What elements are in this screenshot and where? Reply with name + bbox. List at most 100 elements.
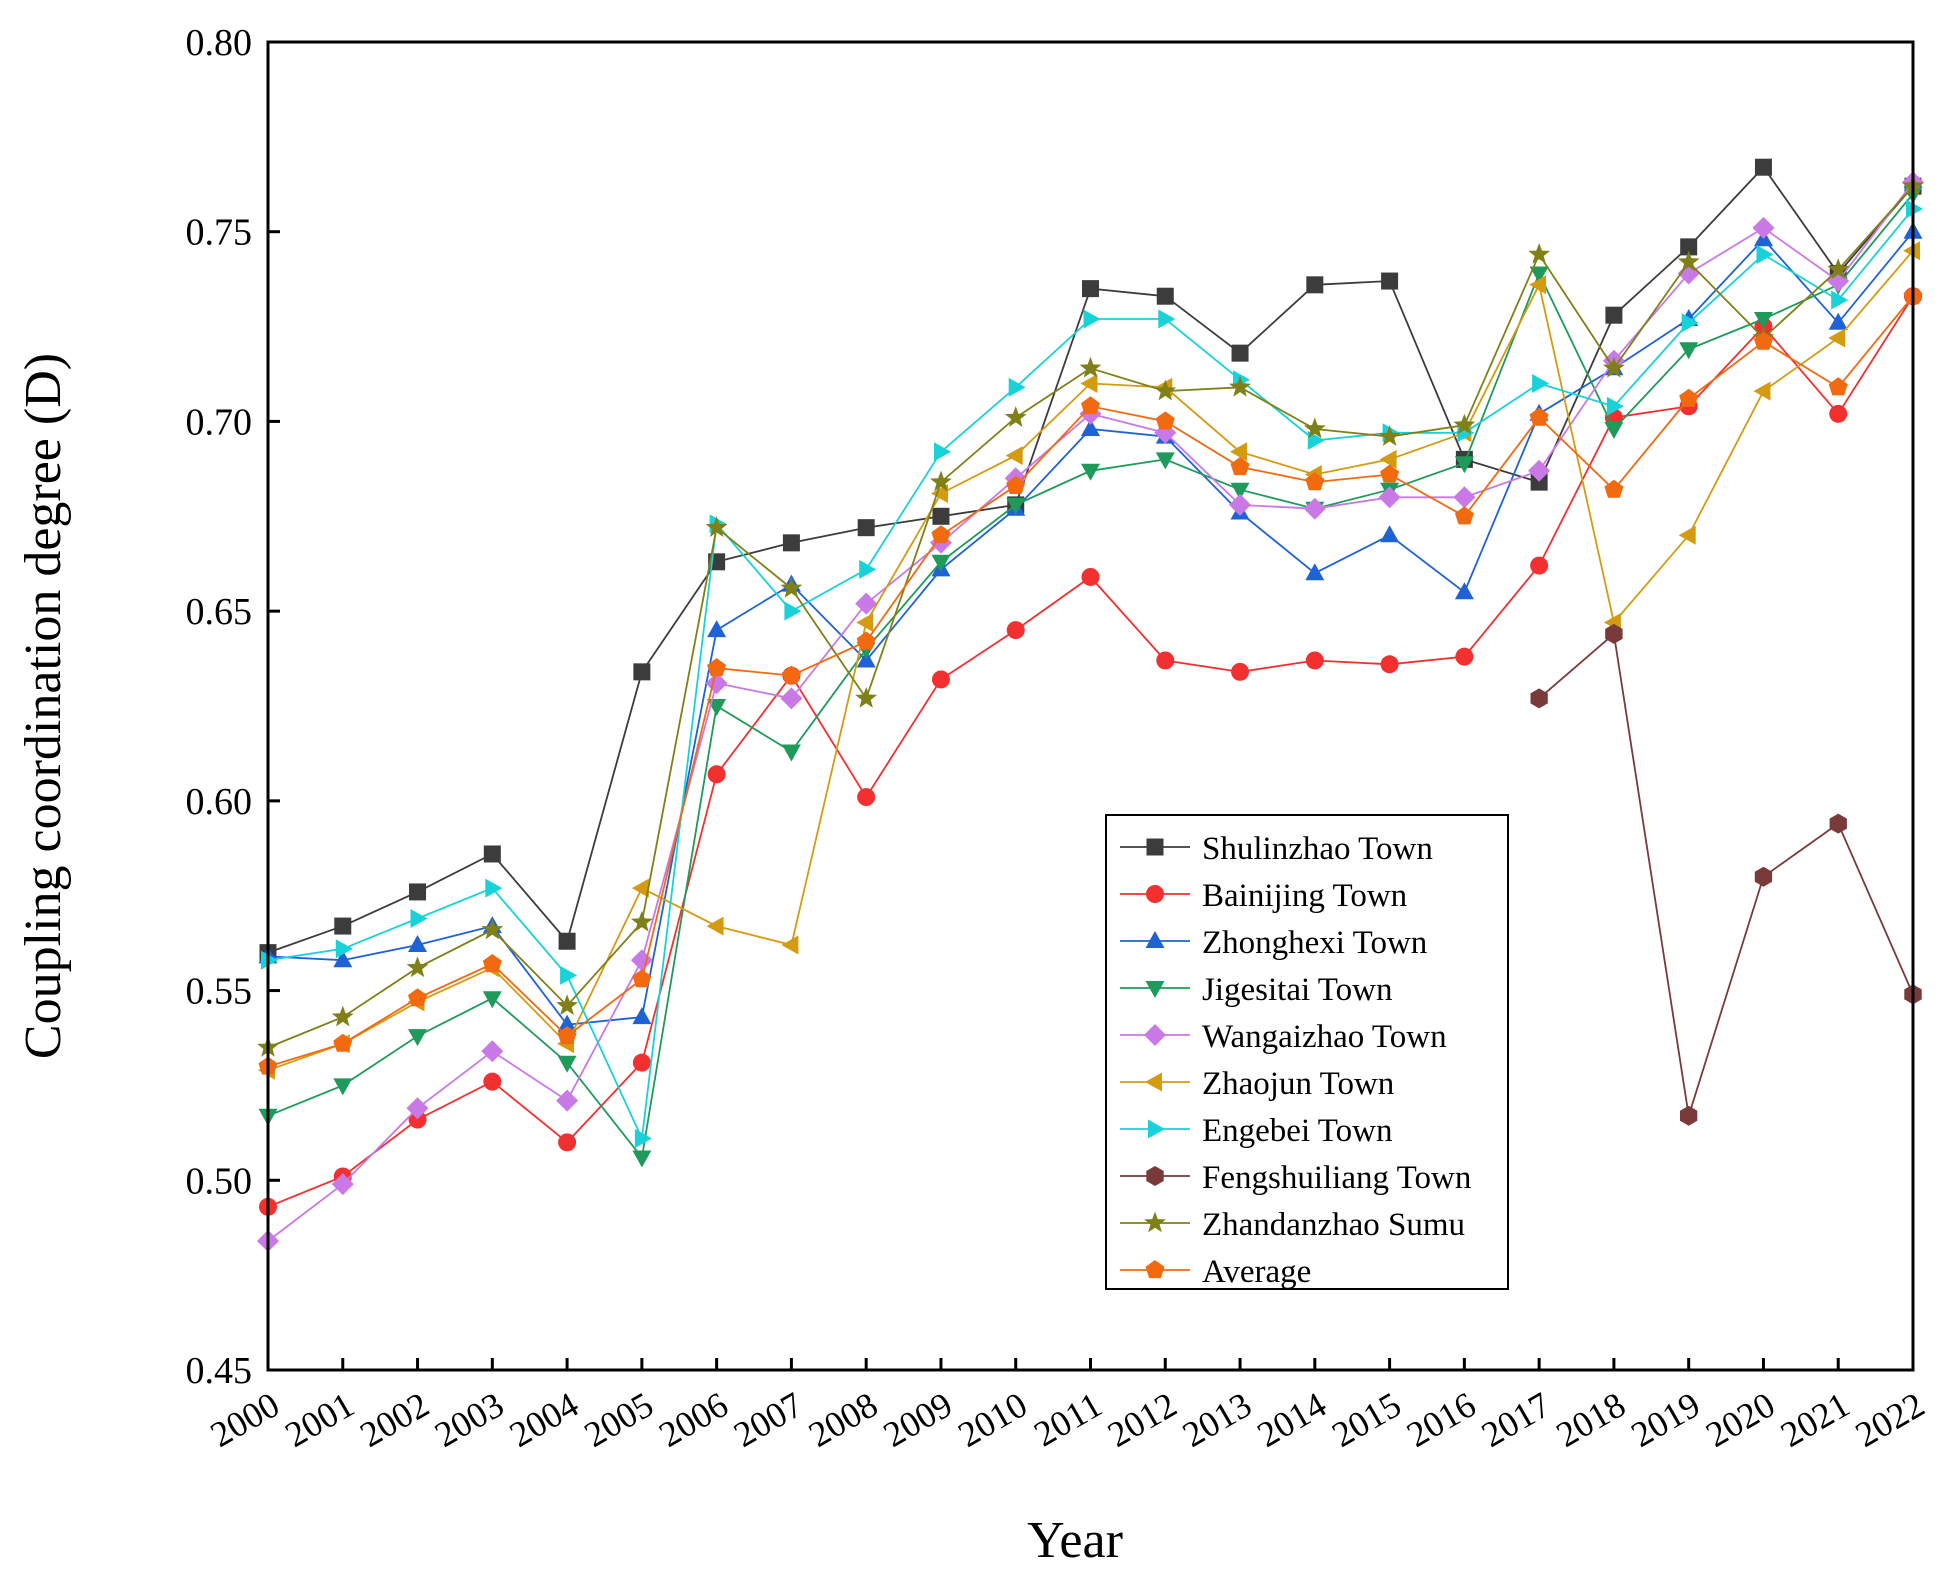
data-point-average bbox=[333, 1033, 353, 1052]
data-point-shulinzhao-town bbox=[1754, 158, 1772, 176]
y-tick-label: 0.55 bbox=[186, 971, 253, 1013]
data-point-jigesitai-town bbox=[1454, 456, 1474, 474]
data-point-engebei-town bbox=[485, 878, 503, 898]
data-point-shulinzhao-town bbox=[1381, 272, 1399, 290]
data-point-bainijing-town bbox=[1530, 556, 1549, 575]
data-point-fengshuiliang-town bbox=[1530, 688, 1548, 709]
data-point-wangaizhao-town bbox=[855, 592, 878, 615]
series-average bbox=[258, 286, 1923, 1075]
data-point-average bbox=[1679, 388, 1699, 407]
data-point-shulinzhao-town bbox=[1680, 238, 1698, 256]
y-tick-label: 0.50 bbox=[186, 1160, 253, 1202]
series-fengshuiliang-town bbox=[1530, 623, 1922, 1126]
data-point-wangaizhao-town bbox=[1303, 497, 1326, 520]
data-point-average bbox=[632, 969, 652, 988]
series-engebei-town bbox=[261, 199, 1923, 1148]
data-point-engebei-town bbox=[1681, 313, 1699, 333]
data-point-jigesitai-town bbox=[931, 554, 951, 572]
data-point-zhaojun-town bbox=[1828, 328, 1846, 348]
series-line-fengshuiliang-town bbox=[1538, 632, 1914, 1117]
data-point-zhandanzhao-sumu bbox=[1378, 425, 1401, 446]
data-point-jigesitai-town bbox=[632, 1150, 652, 1168]
data-point-wangaizhao-town bbox=[406, 1097, 429, 1120]
data-point-average bbox=[557, 1026, 577, 1045]
data-point-shulinzhao-town bbox=[558, 932, 576, 950]
data-point-shulinzhao-town bbox=[1082, 280, 1099, 298]
data-point-wangaizhao-town bbox=[481, 1040, 504, 1063]
data-point-zhandanzhao-sumu bbox=[331, 1005, 354, 1027]
data-point-wangaizhao-town bbox=[1378, 486, 1401, 509]
legend-marker-shulinzhao-town bbox=[1146, 838, 1164, 856]
data-point-shulinzhao-town bbox=[334, 917, 352, 935]
legend-marker-fengshuiliang-town bbox=[1146, 1166, 1164, 1186]
data-point-jigesitai-town bbox=[781, 744, 801, 762]
data-point-shulinzhao-town bbox=[782, 534, 800, 552]
data-point-zhandanzhao-sumu bbox=[1079, 356, 1102, 378]
data-point-engebei-town bbox=[1756, 245, 1774, 264]
data-point-bainijing-town bbox=[931, 670, 950, 689]
data-point-fengshuiliang-town bbox=[1829, 813, 1847, 834]
data-point-average bbox=[482, 954, 502, 973]
y-tick-label: 0.80 bbox=[186, 22, 253, 64]
data-point-engebei-town bbox=[859, 559, 877, 579]
data-point-zhandanzhao-sumu bbox=[855, 686, 878, 708]
legend-label-wangaizhao-town: Wangaizhao Town bbox=[1202, 1019, 1447, 1055]
data-point-zhaojun-town bbox=[1529, 275, 1547, 295]
data-point-bainijing-town bbox=[1380, 655, 1399, 674]
data-point-zhandanzhao-sumu bbox=[930, 470, 952, 492]
data-point-engebei-town bbox=[335, 939, 353, 959]
data-point-engebei-town bbox=[1307, 430, 1325, 450]
data-point-shulinzhao-town bbox=[1306, 276, 1324, 294]
data-point-zhaojun-town bbox=[931, 484, 948, 503]
legend-marker-average bbox=[1145, 1260, 1165, 1279]
data-point-zhandanzhao-sumu bbox=[780, 576, 803, 598]
data-point-jigesitai-town bbox=[1230, 482, 1250, 500]
legend-label-bainijing-town: Bainijing Town bbox=[1202, 878, 1407, 914]
data-point-bainijing-town bbox=[1006, 621, 1025, 640]
data-point-zhonghexi-town bbox=[632, 1007, 652, 1025]
data-point-average bbox=[1753, 331, 1773, 350]
data-point-jigesitai-town bbox=[1754, 312, 1773, 329]
data-point-jigesitai-town bbox=[1529, 266, 1549, 284]
data-point-jigesitai-town bbox=[1081, 463, 1100, 481]
data-point-wangaizhao-town bbox=[1229, 493, 1251, 516]
x-axis-title: Year bbox=[1027, 1512, 1123, 1569]
data-point-shulinzhao-town bbox=[483, 845, 501, 863]
y-tick-label: 0.65 bbox=[186, 591, 253, 633]
data-point-zhandanzhao-sumu bbox=[630, 910, 653, 932]
y-tick-label: 0.45 bbox=[186, 1350, 253, 1392]
data-point-zhaojun-town bbox=[706, 916, 724, 936]
data-point-zhaojun-town bbox=[781, 935, 799, 955]
data-point-jigesitai-town bbox=[1006, 497, 1026, 515]
legend-label-fengshuiliang-town: Fengshuiliang Town bbox=[1202, 1160, 1471, 1196]
data-point-bainijing-town bbox=[408, 1110, 427, 1129]
data-point-engebei-town bbox=[1158, 309, 1176, 329]
data-point-zhaojun-town bbox=[1379, 449, 1397, 469]
data-point-engebei-town bbox=[784, 601, 802, 621]
data-point-average bbox=[781, 665, 801, 684]
data-point-average bbox=[1604, 479, 1624, 498]
data-point-zhonghexi-town bbox=[707, 620, 727, 638]
legend-marker-zhaojun-town bbox=[1145, 1072, 1162, 1092]
data-point-wangaizhao-town bbox=[1528, 459, 1551, 482]
data-point-zhaojun-town bbox=[856, 613, 874, 632]
y-tick-label: 0.75 bbox=[186, 212, 253, 254]
data-point-jigesitai-town bbox=[333, 1078, 353, 1096]
data-point-average bbox=[931, 525, 951, 544]
data-point-engebei-town bbox=[1083, 309, 1101, 329]
data-point-zhandanzhao-sumu bbox=[1004, 406, 1027, 427]
data-point-zhaojun-town bbox=[1005, 446, 1023, 466]
data-point-wangaizhao-town bbox=[331, 1173, 354, 1196]
data-point-zhonghexi-town bbox=[1454, 582, 1474, 600]
data-point-bainijing-town bbox=[483, 1072, 502, 1091]
legend-label-engebei-town: Engebei Town bbox=[1202, 1113, 1392, 1149]
data-point-zhandanzhao-sumu bbox=[1827, 258, 1850, 279]
data-point-average bbox=[856, 631, 876, 650]
data-point-average bbox=[1230, 457, 1250, 476]
data-point-zhonghexi-town bbox=[1380, 525, 1400, 543]
series-jigesitai-town bbox=[258, 186, 1923, 1168]
data-point-bainijing-town bbox=[1231, 662, 1250, 681]
data-point-zhandanzhao-sumu bbox=[1603, 356, 1625, 378]
data-point-engebei-town bbox=[634, 1129, 652, 1148]
